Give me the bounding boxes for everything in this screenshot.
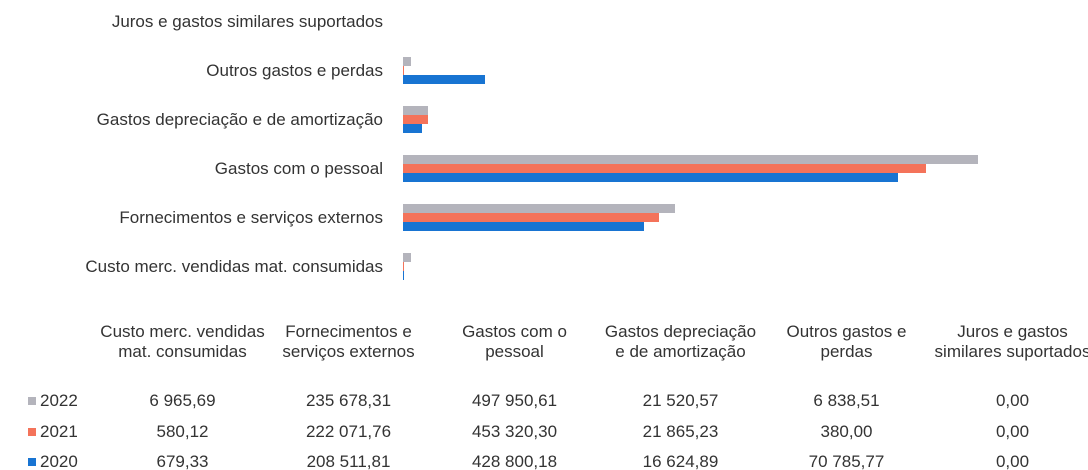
table-cell: 6 965,69 — [149, 391, 216, 410]
legend-swatch — [28, 397, 36, 405]
table-cell: 235 678,31 — [305, 391, 392, 410]
table-cell: 380,00 — [820, 421, 873, 441]
table-cell: 0,00 — [995, 421, 1030, 441]
bar — [403, 262, 404, 271]
legend-entry: 2020 — [28, 452, 78, 470]
bar — [403, 271, 404, 280]
table-cell: 222 071,76 — [305, 421, 392, 441]
bar — [403, 124, 423, 133]
table-cell: 428 800,18 — [471, 452, 558, 470]
table-cell: 580,12 — [156, 421, 209, 441]
legend-swatch — [28, 458, 36, 466]
table-cell: 453 320,30 — [471, 421, 558, 441]
legend-label: 2020 — [40, 452, 78, 470]
legend-label: 2021 — [40, 421, 78, 441]
table-header: Juros e gastos similares suportados — [934, 322, 1088, 361]
table-cell: 21 520,57 — [642, 391, 719, 410]
bar — [403, 75, 485, 84]
category-label: Gastos depreciação e de amortização — [96, 110, 383, 129]
bar — [403, 164, 927, 173]
table-cell: 21 865,23 — [642, 421, 719, 441]
bar — [403, 57, 411, 66]
table-cell: 0,00 — [995, 452, 1030, 470]
bar — [403, 115, 429, 124]
legend-label: 2022 — [40, 391, 78, 410]
table-cell: 70 785,77 — [808, 452, 885, 470]
table-cell: 0,00 — [995, 391, 1030, 410]
bar — [403, 204, 676, 213]
category-label: Fornecimentos e serviços externos — [119, 208, 383, 227]
bar — [403, 106, 428, 115]
bar — [403, 173, 899, 182]
bar — [403, 213, 660, 222]
table-header: Outros gastos e perdas — [786, 322, 907, 361]
legend-entry: 2021 — [28, 422, 78, 442]
table-header: Custo merc. vendidas mat. consumidas — [100, 322, 265, 361]
table-cell: 497 950,61 — [471, 391, 558, 410]
legend-entry: 2022 — [28, 391, 78, 411]
table-cell: 16 624,89 — [642, 452, 719, 470]
table-cell: 6 838,51 — [813, 391, 880, 410]
table-header: Gastos com o pessoal — [462, 322, 567, 361]
category-label: Juros e gastos similares suportados — [111, 12, 383, 31]
table-cell: 679,33 — [156, 452, 209, 470]
bar — [403, 155, 978, 164]
table-header: Fornecimentos e serviços externos — [282, 322, 415, 361]
legend-swatch — [28, 427, 36, 436]
bar — [403, 253, 412, 262]
category-label: Custo merc. vendidas mat. consumidas — [85, 257, 383, 276]
table-cell: 208 511,81 — [306, 452, 391, 470]
bar — [403, 222, 644, 231]
table-header: Gastos depreciação e de amortização — [604, 322, 757, 361]
category-label: Gastos com o pessoal — [214, 159, 383, 178]
category-label: Outros gastos e perdas — [206, 61, 383, 80]
